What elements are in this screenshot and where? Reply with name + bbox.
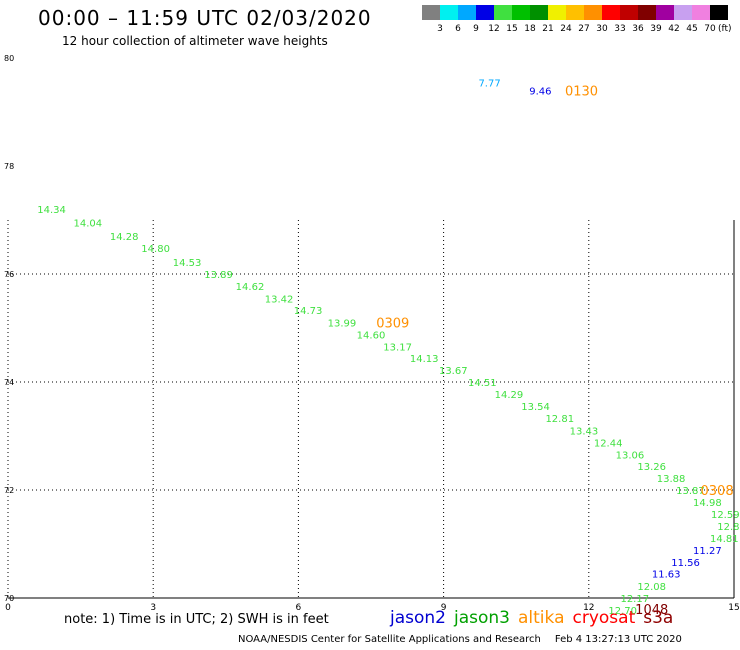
data-point-label: 14.81 [710,534,739,545]
legend-label: 27 [578,24,589,34]
legend-label: 15 [506,24,517,34]
legend-label: 24 [560,24,572,34]
data-point-label: 14.34 [37,205,66,216]
legend-label: 39 [650,24,662,34]
x-tick-label: 15 [728,603,739,613]
legend-label: 30 [596,24,608,34]
legend-label: 6 [455,24,461,34]
legend-label: 36 [632,24,644,34]
legend-swatch [602,5,620,20]
legend-swatch [512,5,530,20]
data-point-label: 11.56 [671,558,700,569]
legend-swatch [440,5,458,20]
data-point-label: 13.67 [439,366,468,377]
satellite-altika: altika [518,608,565,628]
data-point-label: 14.04 [74,219,103,230]
legend-swatch [584,5,602,20]
legend-label: 45 [686,24,697,34]
legend-swatch [476,5,494,20]
credit-text: NOAA/NESDIS Center for Satellite Applica… [238,634,541,645]
pass-time-label: 0309 [376,317,409,332]
x-tick-label: 0 [5,603,11,613]
data-point-label: 11.27 [693,546,722,557]
data-point-label: 11.63 [652,570,681,581]
chart-title: 00:00 – 11:59 UTC 02/03/2020 [38,6,372,30]
pass-time-label: 0130 [565,84,598,99]
legend-swatch [620,5,638,20]
data-point-label: 14.28 [110,232,139,243]
legend-swatch [674,5,692,20]
x-tick-label: 12 [583,603,594,613]
satellite-legend: jason2 jason3 altika cryosat s3a [390,608,681,628]
data-point-label: 13.54 [521,402,550,413]
data-point-label: 13.06 [616,450,645,461]
pass-time-label: 1048 [635,603,668,618]
x-tick-label: 3 [150,603,156,613]
data-point-label: 12.89 [717,522,740,533]
timestamp: Feb 4 13:27:13 UTC 2020 [554,634,682,645]
data-point-label: 13.89 [204,270,233,281]
y-tick-label: 80 [4,54,14,63]
pass-time-label: 0308 [701,484,734,499]
data-point-label: 13.99 [328,319,357,330]
satellite-cryosat: cryosat [572,608,636,628]
data-point-label: 12.08 [637,582,666,593]
data-point-label: 14.80 [141,244,170,255]
legend-swatch [548,5,566,20]
legend-label: 21 [542,24,553,34]
legend-label: 3 [437,24,443,34]
legend-label: 18 [524,24,536,34]
data-point-label: 9.46 [529,86,551,97]
legend-label: 33 [614,24,625,34]
y-tick-label: 78 [4,162,14,171]
data-point-label: 14.29 [495,390,524,401]
legend-label: 9 [473,24,479,34]
legend-label: 12 [488,24,499,34]
data-point-label: 7.77 [478,78,500,89]
data-point-label: 13.42 [265,294,294,305]
satellite-jason2: jason2 [390,608,446,628]
data-point-label: 14.62 [236,282,265,293]
legend-swatch [422,5,440,20]
footer-note: note: 1) Time is in UTC; 2) SWH is in fe… [64,612,329,627]
data-point-label: 14.73 [294,306,323,317]
data-point-label: 12.17 [620,594,649,605]
y-tick-label: 76 [4,270,14,279]
footer-credit: NOAA/NESDIS Center for Satellite Applica… [238,634,682,645]
legend-swatch [656,5,674,20]
x-tick-label: 9 [441,603,447,613]
data-point-label: 13.43 [570,427,599,438]
legend-label: 70 [704,24,716,34]
data-point-label: 12.44 [594,438,623,449]
data-point-label: 12.70 [608,606,637,617]
data-point-label: 14.13 [410,354,439,365]
data-point-label: 14.60 [357,330,386,341]
y-tick-label: 74 [4,378,14,387]
data-point-label: 13.87 [676,486,705,497]
legend-unit: (ft) [718,24,732,34]
legend-swatch [566,5,584,20]
data-point-label: 13.26 [637,462,666,473]
legend-swatch [494,5,512,20]
data-point-label: 14.51 [468,378,497,389]
legend-swatch [692,5,710,20]
legend-swatch [458,5,476,20]
data-point-label: 14.53 [173,258,202,269]
data-point-label: 14.98 [693,498,722,509]
legend-label: 42 [668,24,679,34]
chart-subtitle: 12 hour collection of altimeter wave hei… [62,34,328,48]
data-point-label: 12.81 [545,414,574,425]
data-point-label: 13.88 [657,474,686,485]
legend-swatch [710,5,728,20]
data-point-label: 12.59 [711,510,740,521]
data-point-label: 13.17 [383,342,412,353]
satellite-jason3: jason3 [454,608,510,628]
y-tick-label: 72 [4,486,14,495]
legend-swatch [530,5,548,20]
satellite-s3a: s3a [643,608,674,628]
x-tick-label: 6 [296,603,302,613]
legend-swatch [638,5,656,20]
